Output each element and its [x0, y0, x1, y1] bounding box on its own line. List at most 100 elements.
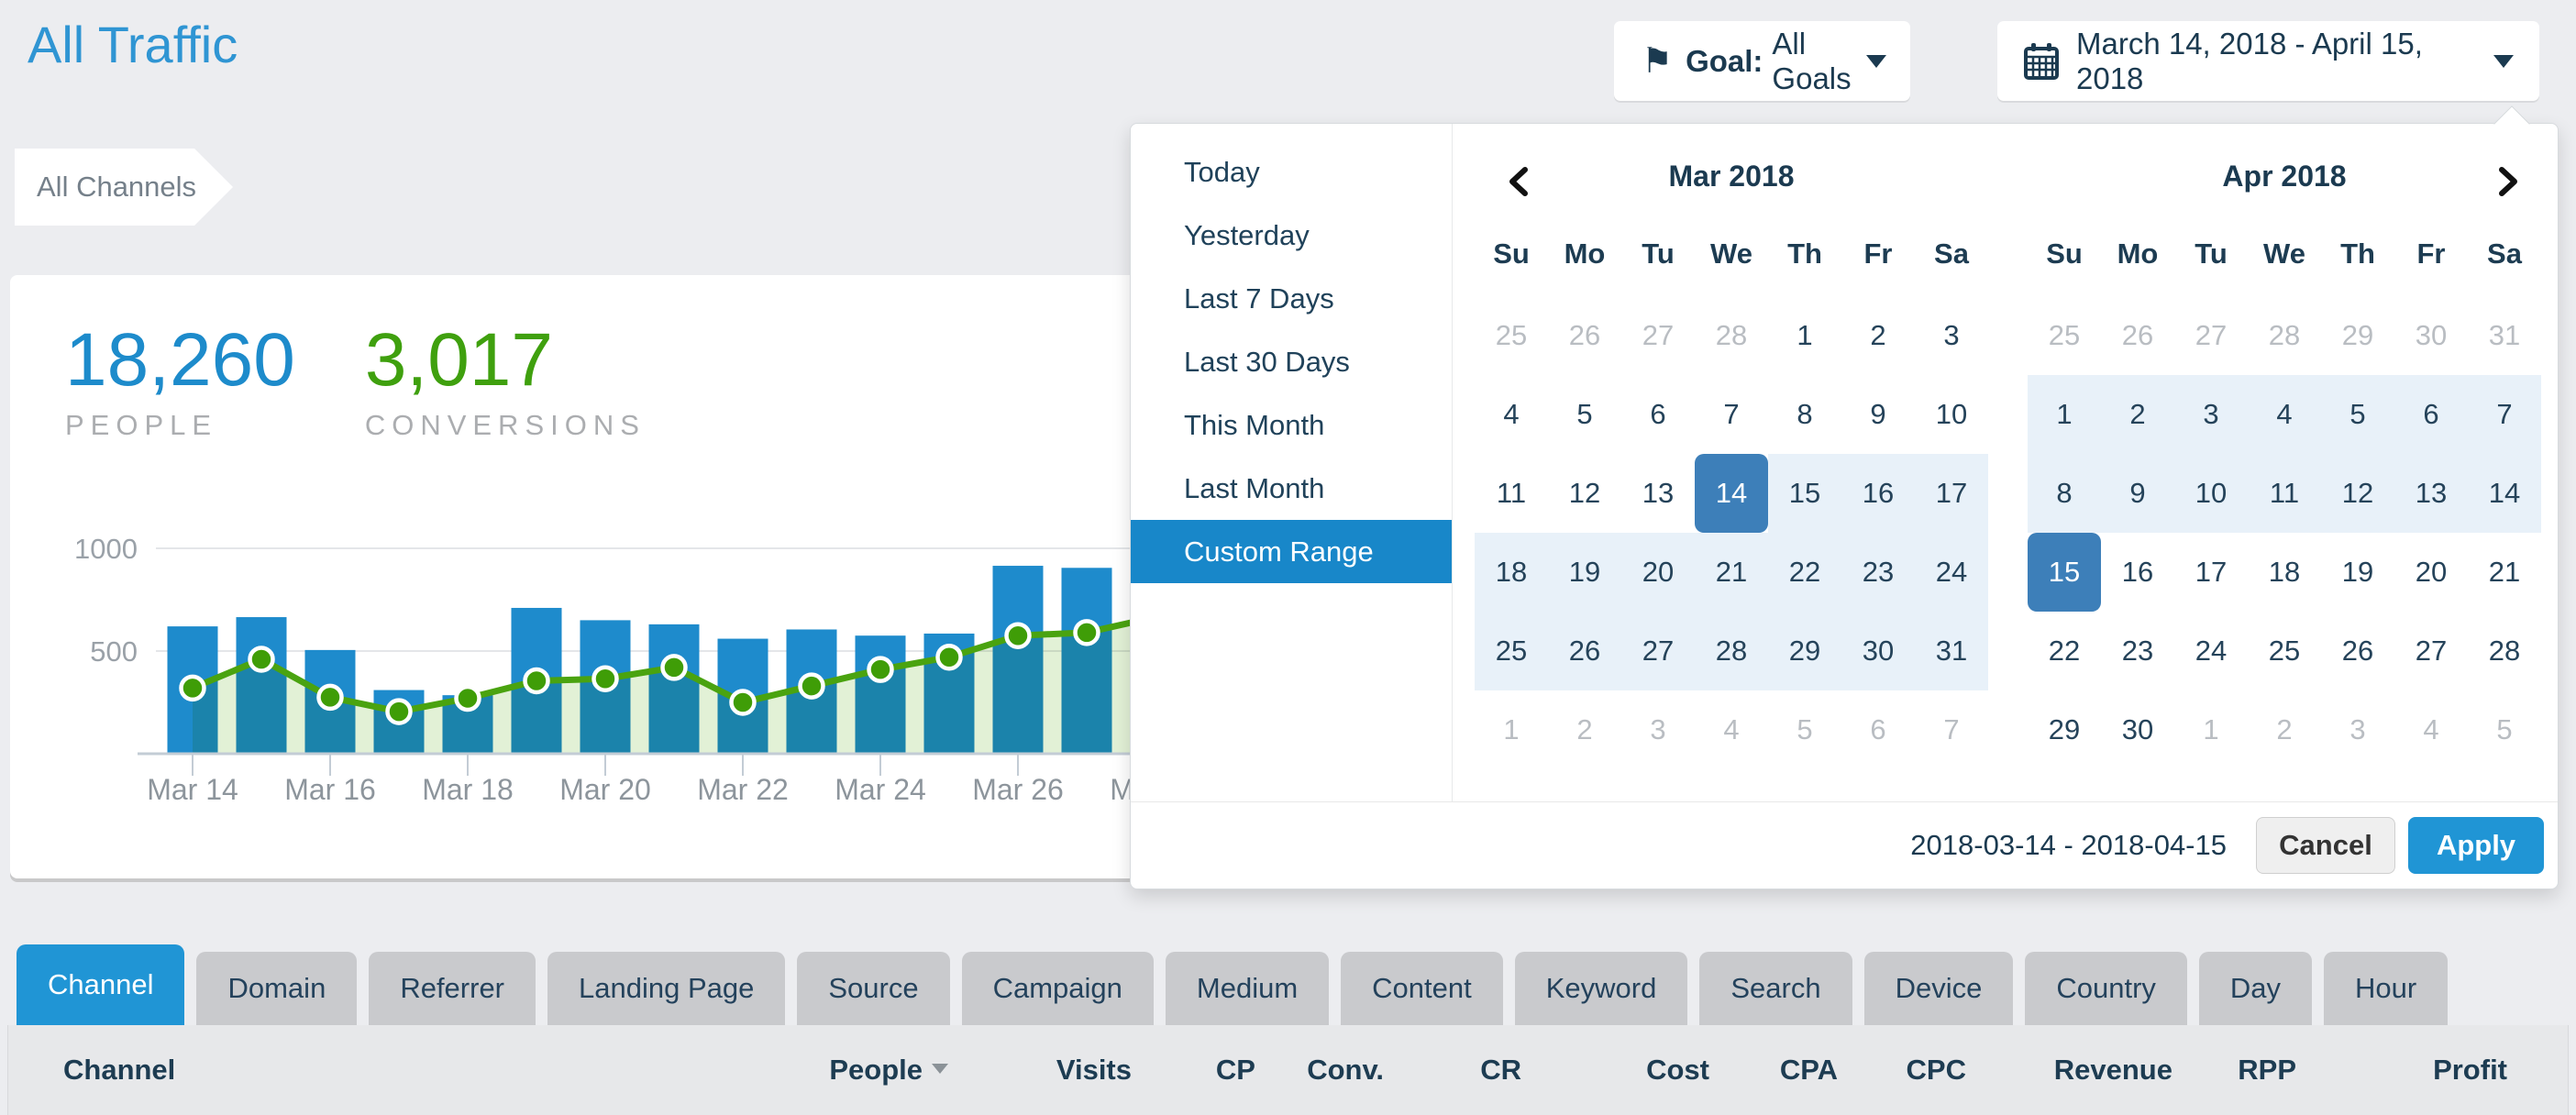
day-cell[interactable]: 3: [1943, 319, 1960, 351]
tab-search[interactable]: Search: [1699, 952, 1852, 1025]
preset-this-month[interactable]: This Month: [1184, 408, 1325, 441]
day-cell[interactable]: 30: [2415, 319, 2448, 351]
day-cell[interactable]: 16: [2121, 556, 2154, 588]
preset-last-month[interactable]: Last Month: [1184, 471, 1325, 504]
day-cell[interactable]: 30: [1841, 612, 1915, 690]
day-cell[interactable]: 31: [2488, 319, 2521, 351]
day-cell[interactable]: 22: [2048, 635, 2081, 667]
day-cell[interactable]: 1: [2203, 713, 2219, 745]
day-cell[interactable]: 23: [1841, 533, 1915, 612]
cancel-button[interactable]: Cancel: [2256, 817, 2395, 874]
day-cell[interactable]: 2: [1576, 713, 1593, 745]
day-cell[interactable]: 15: [1768, 454, 1841, 533]
preset-yesterday[interactable]: Yesterday: [1184, 218, 1310, 251]
goal-dropdown-button[interactable]: ⚑ Goal: All Goals: [1614, 21, 1910, 101]
day-cell[interactable]: 23: [2121, 635, 2154, 667]
breadcrumb[interactable]: All Channels: [15, 149, 233, 226]
day-cell[interactable]: 29: [2048, 713, 2081, 745]
day-cell[interactable]: 25: [1475, 612, 1548, 690]
day-cell[interactable]: 7: [2468, 375, 2541, 454]
day-cell[interactable]: 26: [2341, 635, 2374, 667]
day-cell[interactable]: 14: [2468, 454, 2541, 533]
day-cell[interactable]: 11: [1496, 477, 1527, 509]
day-cell[interactable]: 5: [2496, 713, 2513, 745]
day-cell[interactable]: 18: [1475, 533, 1548, 612]
day-cell[interactable]: 24: [1915, 533, 1988, 612]
day-cell[interactable]: 1: [1797, 319, 1813, 351]
preset-last-30-days[interactable]: Last 30 Days: [1184, 345, 1350, 378]
column-header-revenue[interactable]: Revenue: [2053, 1054, 2172, 1086]
day-cell[interactable]: 19: [2341, 556, 2374, 588]
tab-device[interactable]: Device: [1863, 952, 2014, 1025]
preset-today[interactable]: Today: [1184, 155, 1260, 188]
day-cell[interactable]: 26: [2121, 319, 2154, 351]
column-header-cr[interactable]: CR: [1480, 1054, 1521, 1086]
day-cell[interactable]: 6: [2394, 375, 2468, 454]
column-header-cp[interactable]: CP: [1215, 1054, 1255, 1086]
column-header-cpc[interactable]: CPC: [1906, 1054, 1966, 1086]
day-cell[interactable]: 4: [1723, 713, 1740, 745]
prev-month-button[interactable]: [1500, 164, 1537, 201]
column-header-visits[interactable]: Visits: [1056, 1054, 1132, 1086]
tab-referrer[interactable]: Referrer: [369, 952, 536, 1025]
day-cell[interactable]: 1: [1503, 713, 1520, 745]
day-cell[interactable]: 21: [1695, 533, 1768, 612]
date-range-button[interactable]: March 14, 2018 - April 15, 2018: [1997, 21, 2539, 101]
tab-medium[interactable]: Medium: [1165, 952, 1330, 1025]
day-cell[interactable]: 30: [2121, 713, 2154, 745]
day-cell[interactable]: 2: [2101, 375, 2174, 454]
tab-landing-page[interactable]: Landing Page: [547, 952, 786, 1025]
day-cell[interactable]: 25: [2268, 635, 2301, 667]
day-cell[interactable]: 18: [2268, 556, 2301, 588]
day-cell[interactable]: 24: [2195, 635, 2228, 667]
day-cell[interactable]: 4: [2248, 375, 2321, 454]
column-header-profit[interactable]: Profit: [2433, 1054, 2507, 1086]
tab-domain[interactable]: Domain: [196, 952, 358, 1025]
preset-last-7-days[interactable]: Last 7 Days: [1184, 282, 1334, 315]
day-cell[interactable]: 6: [1650, 398, 1666, 430]
day-cell[interactable]: 14: [1695, 454, 1768, 533]
day-cell[interactable]: 16: [1841, 454, 1915, 533]
day-cell[interactable]: 1: [2028, 375, 2101, 454]
day-cell[interactable]: 26: [1568, 319, 1601, 351]
day-cell[interactable]: 2: [2276, 713, 2293, 745]
day-cell[interactable]: 17: [2195, 556, 2228, 588]
day-cell[interactable]: 3: [1650, 713, 1666, 745]
day-cell[interactable]: 20: [1621, 533, 1695, 612]
day-cell[interactable]: 7: [1723, 398, 1740, 430]
column-header-people[interactable]: People: [765, 1054, 948, 1087]
day-cell[interactable]: 28: [2488, 635, 2521, 667]
day-cell[interactable]: 10: [1935, 398, 1968, 430]
day-cell[interactable]: 26: [1548, 612, 1621, 690]
day-cell[interactable]: 12: [2321, 454, 2394, 533]
day-cell[interactable]: 5: [1797, 713, 1813, 745]
day-cell[interactable]: 2: [1870, 319, 1886, 351]
day-cell[interactable]: 25: [2048, 319, 2081, 351]
tab-campaign[interactable]: Campaign: [961, 952, 1154, 1025]
day-cell[interactable]: 29: [1768, 612, 1841, 690]
day-cell[interactable]: 5: [1576, 398, 1593, 430]
day-cell[interactable]: 27: [2415, 635, 2448, 667]
day-cell[interactable]: 21: [2488, 556, 2521, 588]
day-cell[interactable]: 27: [1621, 612, 1695, 690]
preset-custom-range[interactable]: Custom Range: [1131, 520, 1452, 583]
day-cell[interactable]: 13: [1642, 477, 1675, 509]
day-cell[interactable]: 11: [2248, 454, 2321, 533]
day-cell[interactable]: 28: [1715, 319, 1748, 351]
day-cell[interactable]: 9: [1870, 398, 1886, 430]
day-cell[interactable]: 31: [1915, 612, 1988, 690]
day-cell[interactable]: 10: [2174, 454, 2248, 533]
tab-day[interactable]: Day: [2198, 952, 2313, 1025]
day-cell[interactable]: 8: [2028, 454, 2101, 533]
day-cell[interactable]: 9: [2101, 454, 2174, 533]
day-cell[interactable]: 17: [1915, 454, 1988, 533]
next-month-button[interactable]: [2490, 164, 2526, 201]
day-cell[interactable]: 27: [2195, 319, 2228, 351]
day-cell[interactable]: 25: [1495, 319, 1528, 351]
day-cell[interactable]: 29: [2341, 319, 2374, 351]
day-cell[interactable]: 4: [2423, 713, 2439, 745]
column-header-rpp[interactable]: RPP: [2238, 1054, 2296, 1086]
apply-button[interactable]: Apply: [2408, 817, 2544, 874]
day-cell[interactable]: 6: [1870, 713, 1886, 745]
tab-source[interactable]: Source: [797, 952, 950, 1025]
